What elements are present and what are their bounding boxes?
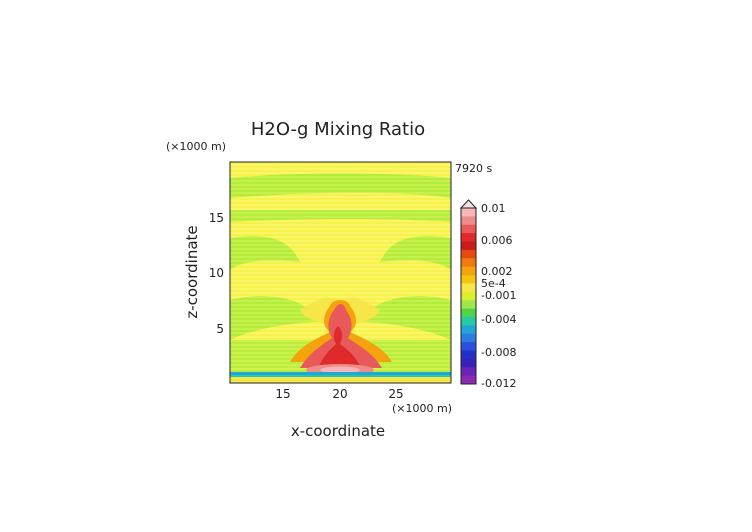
colorbar-swatch <box>461 275 476 284</box>
colorbar-swatch <box>461 358 476 368</box>
y-axis: 5 10 15 z-coordinate <box>183 211 224 336</box>
colorbar-swatch <box>461 300 476 310</box>
colorbar-label: -0.012 <box>481 377 516 390</box>
colorbar-swatch <box>461 308 476 318</box>
colorbar-swatch <box>461 375 476 385</box>
y-tick: 10 <box>209 266 224 280</box>
colorbar-label: -0.008 <box>481 346 516 359</box>
colorbar-label: 0.006 <box>481 234 513 247</box>
colorbar-label: 0.01 <box>481 202 506 215</box>
colorbar-swatch <box>461 224 476 234</box>
x-tick: 25 <box>388 387 403 401</box>
colorbar-swatch <box>461 342 476 351</box>
colorbar-swatch <box>461 266 476 276</box>
time-label: 7920 s <box>455 162 492 175</box>
colorbar-swatch <box>461 249 476 259</box>
chart-title: H2O-g Mixing Ratio <box>251 119 425 140</box>
colorbar-label: -0.004 <box>481 313 516 326</box>
x-unit-label: (×1000 m) <box>392 402 452 415</box>
colorbar-labels: 0.01 0.006 0.002 5e-4 -0.001 -0.004 -0.0… <box>481 202 516 390</box>
colorbar-label: 5e-4 <box>481 277 506 290</box>
y-tick: 15 <box>209 211 224 225</box>
y-axis-label: z-coordinate <box>183 225 201 318</box>
colorbar-swatch <box>461 283 476 293</box>
x-axis: 15 20 25 (×1000 m) x-coordinate <box>275 387 452 440</box>
x-tick: 15 <box>275 387 290 401</box>
colorbar-swatch <box>461 350 476 360</box>
colorbar-label: 0.002 <box>481 265 513 278</box>
colorbar-swatch <box>461 208 476 217</box>
colorbar-frame <box>460 207 477 385</box>
colorbar-swatch <box>461 216 476 226</box>
colorbar-swatch <box>461 241 476 251</box>
y-tick: 5 <box>216 322 224 336</box>
heatmap-field <box>229 161 452 384</box>
colorbar-swatch <box>461 367 476 377</box>
colorbar-swatch <box>461 325 476 335</box>
colorbar-swatch <box>461 333 476 343</box>
colorbar-max-arrow <box>459 199 478 209</box>
colorbar-label: -0.001 <box>481 289 516 302</box>
colorbar-swatch <box>461 258 476 268</box>
colorbar <box>459 199 478 385</box>
colorbar-swatch <box>461 316 476 326</box>
colorbar-swatch <box>461 233 476 243</box>
x-tick: 20 <box>332 387 347 401</box>
y-unit-label: (×1000 m) <box>166 140 226 153</box>
colorbar-swatch <box>461 291 476 301</box>
x-axis-label: x-coordinate <box>291 422 385 440</box>
